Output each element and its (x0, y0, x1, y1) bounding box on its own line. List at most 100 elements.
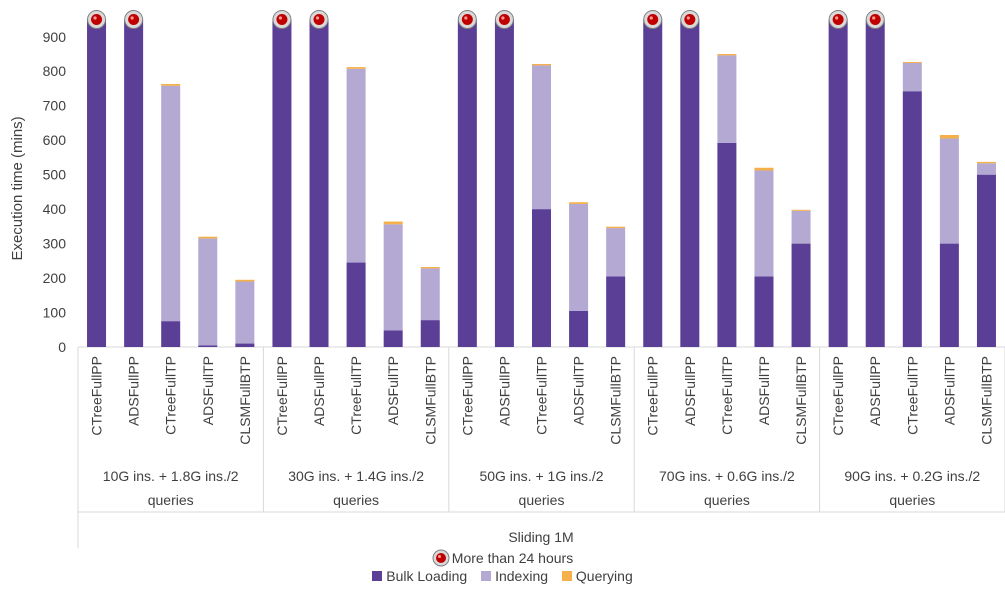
group-label-line2: queries (519, 492, 565, 508)
bar-querying (939, 135, 959, 139)
timeout-marker-highlight (872, 16, 876, 20)
x-category-label: CLSMFullBTP (978, 356, 994, 445)
bar-querying (791, 209, 811, 211)
bar-indexing (532, 65, 551, 210)
x-category-label: CLSMFullBTP (793, 356, 809, 445)
bar-bulk-loading (791, 243, 811, 347)
bar-bulk-loading (161, 321, 181, 347)
timeout-marker-core (498, 14, 510, 26)
bar-indexing (939, 138, 959, 244)
x-category-label: ADSFullTP (756, 356, 772, 425)
timeout-marker-highlight (464, 16, 468, 20)
bar-bulk-loading (865, 19, 885, 347)
bar-bulk-loading (457, 19, 477, 347)
group-label: 50G ins. + 1G ins./2 (479, 468, 603, 484)
bar-bulk-loading (717, 142, 737, 347)
y-tick-label: 700 (43, 98, 67, 114)
y-tick-label: 800 (43, 63, 67, 79)
bar-indexing (902, 62, 922, 92)
x-category-label: CLSMFullBTP (422, 356, 438, 445)
y-axis-title: Execution time (mins) (9, 116, 26, 260)
x-category-label: CTreeFullTP (163, 356, 179, 435)
bar-indexing (346, 68, 366, 263)
bar-querying (902, 61, 922, 63)
bar-bulk-loading (309, 19, 329, 347)
bar-bulk-loading (939, 243, 959, 347)
bar-querying (606, 226, 626, 229)
timeout-marker-highlight (315, 16, 320, 20)
legend: Bulk Loading Indexing Querying (0, 568, 1005, 584)
timeout-marker-core (91, 14, 103, 26)
y-tick-label: 900 (43, 29, 67, 45)
timeout-marker-highlight (649, 16, 653, 20)
x-category-label: ADSFullPP (126, 356, 142, 426)
bar-indexing (717, 55, 737, 143)
bar-bulk-loading (902, 91, 922, 347)
bar-querying (235, 279, 255, 282)
bar-bulk-loading (87, 19, 107, 347)
x-category-label: ADSFullTP (385, 356, 401, 425)
footer-title: Sliding 1M (508, 529, 573, 545)
x-category-label: CTreeFullPP (459, 356, 475, 436)
bar-indexing (161, 85, 181, 322)
group-label-line2: queries (148, 492, 194, 508)
timeout-marker-highlight (93, 16, 97, 20)
bar-bulk-loading (606, 276, 626, 347)
x-category-label: CTreeFullPP (830, 356, 846, 436)
bar-bulk-loading (569, 310, 589, 347)
bar-querying (532, 64, 551, 66)
bar-querying (198, 236, 218, 239)
condition-note-text: More than 24 hours (451, 550, 574, 566)
group-label: 10G ins. + 1.8G ins./2 (103, 468, 239, 484)
legend-item-bulk-loading: Bulk Loading (372, 568, 467, 584)
condition-note: More than 24 hours (0, 549, 1005, 567)
bar-bulk-loading (272, 19, 292, 347)
legend-label-querying: Querying (575, 568, 633, 584)
y-tick-label: 500 (43, 167, 67, 183)
bar-querying (976, 161, 996, 164)
x-category-label: CLSMFullBTP (608, 356, 624, 445)
x-category-label: ADSFullPP (496, 356, 512, 426)
x-category-label: ADSFullPP (867, 356, 883, 426)
legend-item-querying: Querying (561, 568, 633, 584)
bar-querying (569, 202, 589, 204)
group-label: 30G ins. + 1.4G ins./2 (288, 468, 424, 484)
timeout-marker-core (684, 14, 696, 26)
x-category-label: CTreeFullPP (89, 356, 105, 436)
x-category-label: CTreeFullTP (719, 356, 735, 435)
legend-item-indexing: Indexing (481, 568, 548, 584)
x-category-label: CLSMFullBTP (237, 356, 253, 445)
legend-label-indexing: Indexing (495, 568, 549, 584)
bar-querying (161, 83, 181, 86)
x-category-label: ADSFullPP (311, 356, 327, 426)
x-category-label: ADSFullPP (682, 356, 698, 426)
x-category-label: ADSFullTP (941, 356, 957, 425)
y-tick-label: 600 (43, 132, 67, 148)
bar-bulk-loading (532, 209, 551, 347)
x-category-label: ADSFullTP (571, 356, 587, 425)
bar-bulk-loading (124, 19, 144, 347)
timeout-marker-core (461, 14, 473, 26)
x-category-label: ADSFullTP (200, 356, 216, 425)
bar-indexing (606, 228, 626, 277)
bar-bulk-loading (383, 330, 403, 347)
bar-bulk-loading (754, 276, 774, 347)
y-tick-label: 0 (58, 339, 66, 355)
timeout-marker-highlight (278, 16, 283, 20)
y-tick-label: 400 (43, 201, 67, 217)
bar-indexing (976, 163, 996, 175)
legend-label-bulk-loading: Bulk Loading (386, 568, 468, 584)
timeout-marker-core (313, 14, 325, 26)
bar-indexing (791, 210, 811, 244)
group-label: 90G ins. + 0.2G ins./2 (844, 468, 980, 484)
bar-bulk-loading (494, 19, 514, 347)
timeout-marker-highlight (835, 16, 839, 20)
bar-bulk-loading (346, 262, 366, 347)
legend-swatch-querying (561, 571, 572, 581)
x-category-label: CTreeFullPP (274, 356, 290, 436)
bar-bulk-loading (643, 19, 663, 347)
timeout-marker-core (832, 14, 844, 26)
bar-querying (383, 221, 403, 225)
timeout-marker-highlight (130, 16, 134, 20)
